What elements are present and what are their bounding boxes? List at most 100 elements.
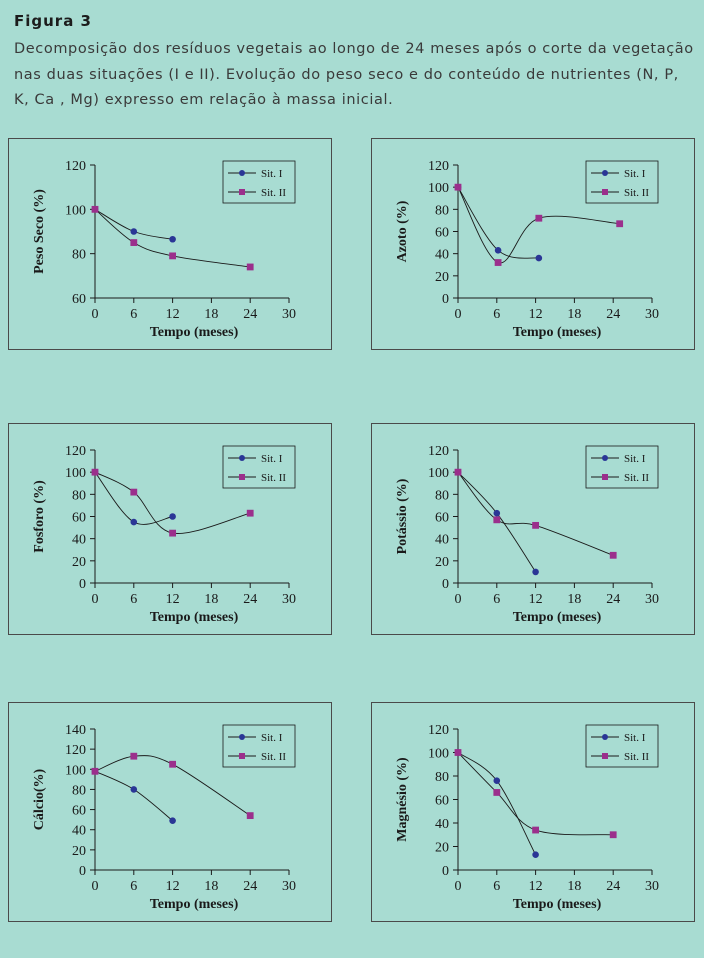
x-tick-label: 24 (606, 307, 620, 322)
y-tick-label: 100 (65, 466, 86, 481)
data-point-sit2 (609, 831, 617, 839)
data-point-sit1 (493, 509, 501, 517)
legend-box (222, 160, 296, 204)
x-tick-label: 6 (130, 879, 137, 894)
data-point-sit1 (532, 568, 539, 576)
y-axis-label: Azoto (%) (395, 200, 410, 262)
data-point-sit2 (246, 263, 254, 271)
data-point-sit2 (130, 752, 138, 760)
legend-marker-sit2 (239, 474, 245, 480)
data-point-sit2 (493, 789, 501, 796)
data-point-sit2 (454, 468, 462, 476)
legend-marker-sit2 (602, 474, 608, 480)
y-tick-label: 80 (435, 770, 449, 785)
data-point-sit2 (616, 220, 624, 228)
y-axis-label: Peso Seco (%) (32, 189, 47, 274)
y-tick-label: 20 (435, 841, 449, 856)
data-point-sit2 (169, 529, 176, 537)
data-point-sit1 (169, 817, 176, 824)
chart-fosforo: 0 20 40 60 80 100 120 0 6 12 18 24 30 Tempo (meses) Fo… (8, 423, 332, 635)
figure-title: Figura 3 (14, 12, 92, 30)
y-tick-label: 0 (442, 864, 449, 879)
data-point-sit2 (91, 468, 99, 476)
series-line (94, 471, 251, 534)
y-tick-label: 80 (72, 248, 86, 263)
y-tick-label: 80 (72, 783, 86, 798)
y-tick-label: 0 (79, 577, 86, 592)
legend-label: Sit. I (624, 168, 646, 180)
y-tick-label: 80 (435, 203, 449, 218)
legend: Sit. I Sit. II (585, 724, 659, 768)
x-tick-label: 6 (130, 592, 137, 607)
y-tick-label: 20 (72, 555, 86, 570)
x-tick-label: 0 (455, 592, 462, 607)
data-point-sit2 (130, 239, 138, 246)
legend-box (222, 445, 296, 489)
x-tick-label: 12 (529, 879, 543, 894)
y-axis-label: Potássio (%) (395, 478, 410, 554)
legend-label: Sit. II (261, 472, 286, 484)
x-tick-label: 18 (204, 879, 218, 894)
x-axis-label: Tempo (meses) (513, 610, 602, 625)
legend: Sit. I Sit. II (222, 445, 296, 489)
data-point-sit2 (246, 509, 254, 517)
data-point-sit2 (493, 516, 501, 524)
legend-box (222, 724, 296, 768)
y-tick-label: 20 (435, 555, 449, 570)
x-axis-label: Tempo (meses) (513, 325, 602, 340)
y-tick-label: 0 (442, 292, 449, 307)
y-tick-label: 120 (65, 743, 86, 758)
x-tick-label: 24 (243, 879, 257, 894)
legend-label: Sit. I (261, 168, 283, 180)
data-point-sit2 (532, 826, 539, 834)
legend-marker-sit2 (602, 189, 608, 195)
x-tick-label: 18 (567, 307, 581, 322)
y-axis-label: Fosforo (%) (32, 480, 47, 553)
data-point-sit1 (130, 518, 138, 526)
data-point-sit2 (169, 760, 176, 768)
data-point-sit1 (169, 513, 176, 520)
x-axis-label: Tempo (meses) (150, 897, 239, 912)
legend: Sit. I Sit. II (222, 724, 296, 768)
series-line (94, 208, 173, 240)
x-tick-label: 24 (606, 879, 620, 894)
y-tick-label: 0 (79, 864, 86, 879)
y-tick-label: 80 (435, 488, 449, 503)
legend-marker-sit1 (602, 455, 608, 461)
y-tick-label: 0 (442, 577, 449, 592)
x-tick-label: 30 (645, 307, 659, 322)
x-tick-label: 18 (204, 307, 218, 322)
chart-magnesio: 0 20 40 60 80 100 120 0 6 12 18 24 30 Tempo (meses) Ma… (371, 702, 695, 922)
chart-peso-seco: 60 80 100 120 0 6 12 18 24 30 Tempo (meses) Peso Se… (8, 138, 332, 350)
data-point-sit1 (532, 851, 539, 859)
y-tick-label: 40 (72, 824, 86, 839)
y-tick-label: 20 (435, 270, 449, 285)
legend-label: Sit. II (261, 187, 286, 199)
legend-marker-sit1 (239, 734, 245, 740)
series-line (457, 752, 536, 855)
data-point-sit2 (454, 749, 462, 756)
legend-marker-sit1 (602, 170, 608, 176)
y-tick-label: 60 (435, 794, 449, 809)
y-tick-label: 120 (65, 159, 86, 174)
y-tick-label: 40 (72, 533, 86, 548)
legend-label: Sit. I (624, 453, 646, 465)
legend-label: Sit. II (624, 472, 649, 484)
series-line (94, 755, 251, 816)
y-tick-label: 120 (65, 444, 86, 459)
x-tick-label: 0 (92, 307, 99, 322)
x-tick-label: 24 (243, 307, 257, 322)
y-tick-label: 120 (428, 159, 449, 174)
y-tick-label: 40 (435, 817, 449, 832)
series-line (94, 208, 251, 268)
x-tick-label: 6 (130, 307, 137, 322)
legend-marker-sit1 (239, 455, 245, 461)
legend-label: Sit. II (624, 751, 649, 763)
y-tick-label: 100 (428, 747, 449, 762)
data-point-sit1 (169, 235, 176, 243)
x-axis-label: Tempo (meses) (150, 610, 239, 625)
x-axis-label: Tempo (meses) (513, 897, 602, 912)
legend-box (585, 445, 659, 489)
chart-svg: 0 20 40 60 80 100 120 140 0 6 12 18 24 30 Tempo (meses… (32, 723, 296, 912)
x-tick-label: 0 (92, 879, 99, 894)
